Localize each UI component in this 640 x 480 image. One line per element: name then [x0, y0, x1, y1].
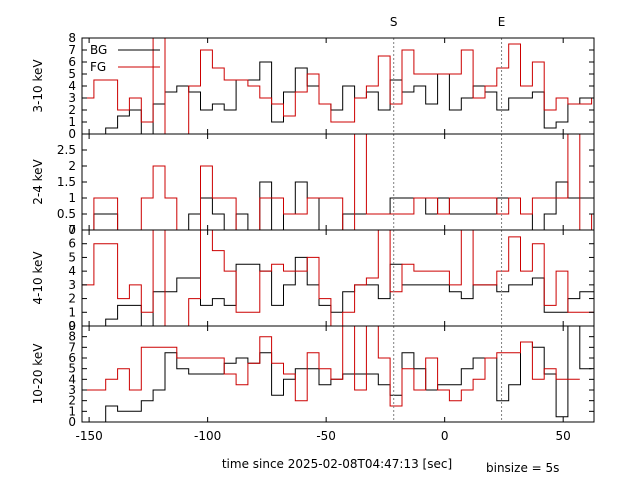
panel-frame-3 [81, 325, 595, 423]
y-tick-label: 5 [68, 362, 76, 376]
y-tick-label: 1.5 [57, 175, 76, 189]
y-tick-label: 3 [68, 91, 76, 105]
x-tick-label: -100 [194, 429, 221, 443]
y-tick-label: 2 [68, 159, 76, 173]
marker-label-s: S [390, 15, 398, 29]
y-tick-label: 7 [68, 43, 76, 57]
x-tick-label: -150 [75, 429, 102, 443]
y-tick-label: 6 [68, 55, 76, 69]
x-tick-label: 0 [441, 429, 449, 443]
series-fg-line-3 [82, 326, 580, 407]
y-tick-label: 0 [68, 127, 76, 141]
y-tick-label: 1 [68, 191, 76, 205]
y-tick-label: 4 [68, 264, 76, 278]
y-tick-label: 1 [68, 305, 76, 319]
x-tick-label: -50 [316, 429, 336, 443]
y-tick-label: 1 [68, 404, 76, 418]
y-axis-label: 2-4 keV [31, 158, 45, 204]
y-tick-label: 3 [68, 383, 76, 397]
y-tick-label: 4 [68, 372, 76, 386]
series-fg-line-0 [82, 38, 594, 134]
y-tick-label: 7 [68, 340, 76, 354]
series-bg-line-3 [82, 326, 592, 422]
x-axis-label: time since 2025-02-08T04:47:13 [sec] [222, 457, 452, 471]
y-tick-label: 7 [68, 223, 76, 237]
y-tick-label: 8 [68, 31, 76, 45]
y-tick-label: 2.5 [57, 143, 76, 157]
binsize-label: binsize = 5s [486, 461, 559, 475]
y-tick-label: 2 [68, 103, 76, 117]
panel-frame-1 [81, 133, 595, 231]
legend-label-fg: FG [90, 60, 106, 74]
y-tick-label: 6 [68, 351, 76, 365]
legend-label-bg: BG [90, 43, 107, 57]
y-axis-label: 10-20 keV [31, 343, 45, 405]
y-tick-label: 5 [68, 250, 76, 264]
y-axis-label: 4-10 keV [31, 251, 45, 305]
panel-frame-0 [81, 37, 595, 135]
y-tick-label: 1 [68, 115, 76, 129]
y-tick-label: 0.5 [57, 207, 76, 221]
y-tick-label: 0 [68, 223, 76, 237]
y-tick-label: 5 [68, 67, 76, 81]
y-tick-label: 6 [68, 237, 76, 251]
series-fg-line-1 [82, 134, 594, 230]
panel-1: 0 0.5 1 1.5 2 2.5 2-4 keV [31, 133, 595, 237]
y-tick-label: 2 [68, 394, 76, 408]
y-tick-label: 0 [68, 415, 76, 429]
y-tick-label: 3 [68, 278, 76, 292]
y-tick-label: 8 [68, 330, 76, 344]
y-tick-label: 0 [68, 319, 76, 333]
series-fg-line-2 [82, 230, 594, 326]
y-axis-label: 3-10 keV [31, 59, 45, 113]
x-tick-label: 50 [556, 429, 571, 443]
y-tick-label: 9 [68, 319, 76, 333]
y-tick-label: 2 [68, 292, 76, 306]
y-tick-label: 4 [68, 79, 76, 93]
marker-label-e: E [498, 15, 506, 29]
series-bg-line-1 [82, 181, 594, 230]
panel-frame-2 [81, 229, 595, 327]
